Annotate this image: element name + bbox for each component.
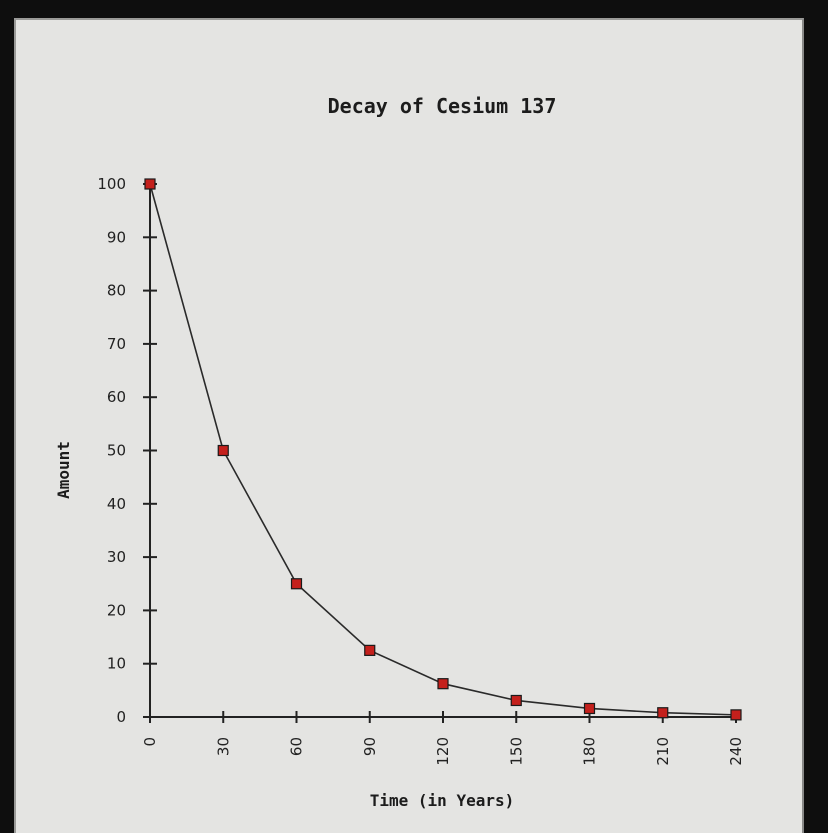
series-line — [149, 183, 737, 716]
x-tick-label: 210 — [654, 737, 672, 766]
y-tick-label: 90 — [107, 228, 126, 246]
x-tick-label: 90 — [361, 737, 379, 756]
y-tick-label: 70 — [107, 335, 126, 353]
ticks: 0 10 20 30 40 50 60 70 80 90 100 0 30 60 90 120 150 180 21… — [97, 175, 745, 766]
data-point-marker — [657, 707, 669, 719]
y-tick-label: 50 — [107, 442, 126, 460]
y-tick-label: 80 — [107, 282, 126, 300]
x-axis-label: Time (in Years) — [370, 791, 515, 810]
x-tick-label: 30 — [214, 737, 232, 756]
x-tick-label: 150 — [507, 737, 525, 766]
y-tick-label: 60 — [107, 388, 126, 406]
data-point-marker — [290, 578, 303, 590]
y-tick-label: 10 — [107, 655, 126, 673]
y-tick-label: 30 — [107, 548, 126, 566]
chart: Decay of Cesium 137 Amount Time (in Year… — [54, 94, 745, 810]
series — [144, 178, 742, 721]
y-tick-label: 100 — [97, 175, 126, 193]
x-tick-label: 180 — [581, 737, 599, 766]
chart-panel: Decay of Cesium 137 Amount Time (in Year… — [14, 18, 804, 833]
chart-title: Decay of Cesium 137 — [328, 94, 557, 118]
y-tick-label: 40 — [107, 495, 126, 513]
y-tick-label: 0 — [116, 708, 126, 726]
x-tick-label: 60 — [288, 737, 306, 756]
data-point-marker — [364, 644, 376, 656]
data-point-marker — [217, 444, 229, 457]
axes — [149, 182, 740, 718]
x-tick-label: 120 — [434, 737, 452, 766]
x-tick-label: 0 — [141, 737, 159, 747]
data-point-marker — [730, 709, 742, 721]
data-point-marker — [144, 178, 156, 190]
x-tick-label: 240 — [727, 737, 745, 766]
y-axis-label: Amount — [54, 441, 73, 499]
y-tick-label: 20 — [107, 601, 126, 619]
data-point-marker — [583, 702, 596, 715]
data-point-marker — [510, 694, 522, 707]
data-point-marker — [437, 678, 449, 690]
